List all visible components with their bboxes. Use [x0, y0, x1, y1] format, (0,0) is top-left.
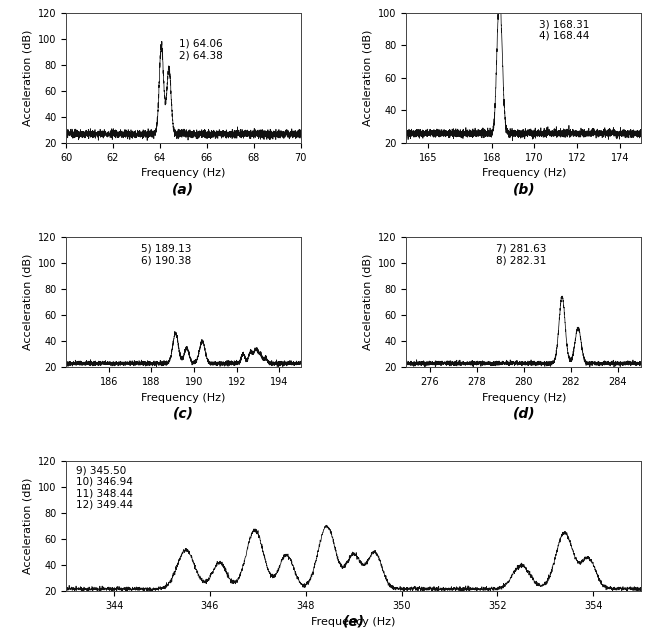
- Text: (b): (b): [512, 182, 535, 196]
- Y-axis label: Acceleration (dB): Acceleration (dB): [363, 30, 373, 126]
- Text: (c): (c): [173, 406, 194, 420]
- X-axis label: Frequency (Hz): Frequency (Hz): [482, 169, 566, 178]
- X-axis label: Frequency (Hz): Frequency (Hz): [311, 617, 396, 626]
- Text: 7) 281.63
8) 282.31: 7) 281.63 8) 282.31: [496, 244, 546, 265]
- Text: 1) 64.06
2) 64.38: 1) 64.06 2) 64.38: [178, 39, 223, 60]
- Y-axis label: Acceleration (dB): Acceleration (dB): [22, 30, 32, 126]
- Text: 3) 168.31
4) 168.44: 3) 168.31 4) 168.44: [539, 19, 589, 41]
- Text: (a): (a): [173, 182, 194, 196]
- Text: 9) 345.50
10) 346.94
11) 348.44
12) 349.44: 9) 345.50 10) 346.94 11) 348.44 12) 349.…: [76, 465, 133, 510]
- Text: 5) 189.13
6) 190.38: 5) 189.13 6) 190.38: [141, 244, 191, 265]
- Y-axis label: Acceleration (dB): Acceleration (dB): [22, 254, 32, 350]
- Y-axis label: Acceleration (dB): Acceleration (dB): [22, 478, 32, 574]
- X-axis label: Frequency (Hz): Frequency (Hz): [482, 392, 566, 403]
- Y-axis label: Acceleration (dB): Acceleration (dB): [363, 254, 373, 350]
- Text: (d): (d): [512, 406, 535, 420]
- X-axis label: Frequency (Hz): Frequency (Hz): [141, 169, 225, 178]
- Text: (e): (e): [342, 615, 365, 629]
- X-axis label: Frequency (Hz): Frequency (Hz): [141, 392, 225, 403]
